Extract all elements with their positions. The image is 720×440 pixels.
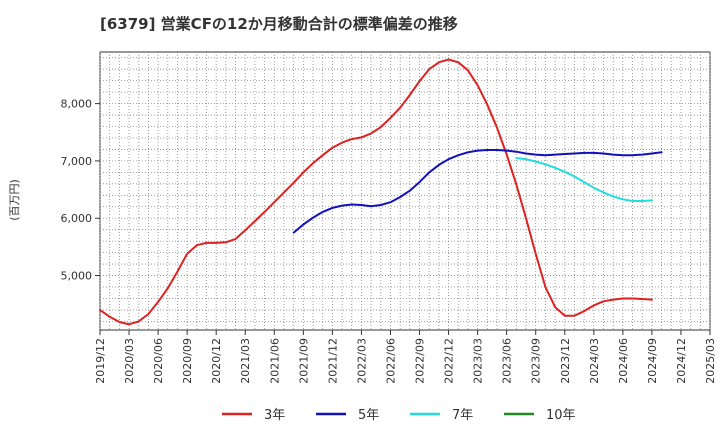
y-tick-label: 6,000 — [61, 212, 93, 225]
x-tick-label: 2025/03 — [704, 338, 717, 384]
y-tick-label: 7,000 — [61, 155, 93, 168]
x-tick-label: 2023/09 — [530, 338, 543, 384]
x-tick-label: 2019/12 — [94, 338, 107, 384]
x-tick-label: 2022/12 — [443, 338, 456, 384]
x-tick-label: 2022/09 — [414, 338, 427, 384]
plot-area — [99, 51, 711, 331]
y-tick-label: 5,000 — [61, 270, 93, 283]
x-tick-label: 2024/03 — [588, 338, 601, 384]
y-axis-label: (百万円) — [8, 179, 21, 221]
legend-label: 3年 — [264, 408, 285, 423]
x-axis: 2019/12 2020/03 2020/06 2020/09 2020/12 2021/… — [94, 330, 717, 384]
legend: 3年 5年 7年 10年 — [222, 408, 576, 423]
x-tick-label: 2024/09 — [646, 338, 659, 384]
x-tick-label: 2023/03 — [472, 338, 485, 384]
legend-label: 7年 — [452, 408, 473, 423]
chart-title: [6379] 営業CFの12か月移動合計の標準偏差の推移 — [100, 15, 458, 33]
series-line-0 — [99, 58, 653, 326]
grid — [99, 52, 711, 330]
x-tick-label: 2024/06 — [617, 338, 630, 384]
x-tick-label: 2020/12 — [210, 338, 223, 384]
x-tick-label: 2021/03 — [239, 338, 252, 384]
legend-label: 5年 — [358, 408, 379, 423]
x-tick-label: 2020/09 — [181, 338, 194, 384]
y-tick-label: 8,000 — [61, 98, 93, 111]
x-tick-label: 2023/06 — [501, 338, 514, 384]
x-tick-label: 2021/09 — [297, 338, 310, 384]
x-tick-label: 2020/03 — [123, 338, 136, 384]
series-line-1 — [292, 149, 663, 234]
series-lines — [99, 58, 663, 326]
series-line-2 — [515, 157, 653, 202]
x-tick-label: 2022/06 — [384, 338, 397, 384]
x-tick-label: 2020/06 — [152, 338, 165, 384]
x-tick-label: 2022/03 — [355, 338, 368, 384]
x-tick-label: 2021/12 — [326, 338, 339, 384]
legend-label: 10年 — [546, 408, 576, 423]
y-axis: 5,000 6,000 7,000 8,000 — [61, 98, 100, 283]
x-tick-label: 2023/12 — [559, 338, 572, 384]
x-tick-label: 2024/12 — [675, 338, 688, 384]
x-tick-label: 2021/06 — [268, 338, 281, 384]
